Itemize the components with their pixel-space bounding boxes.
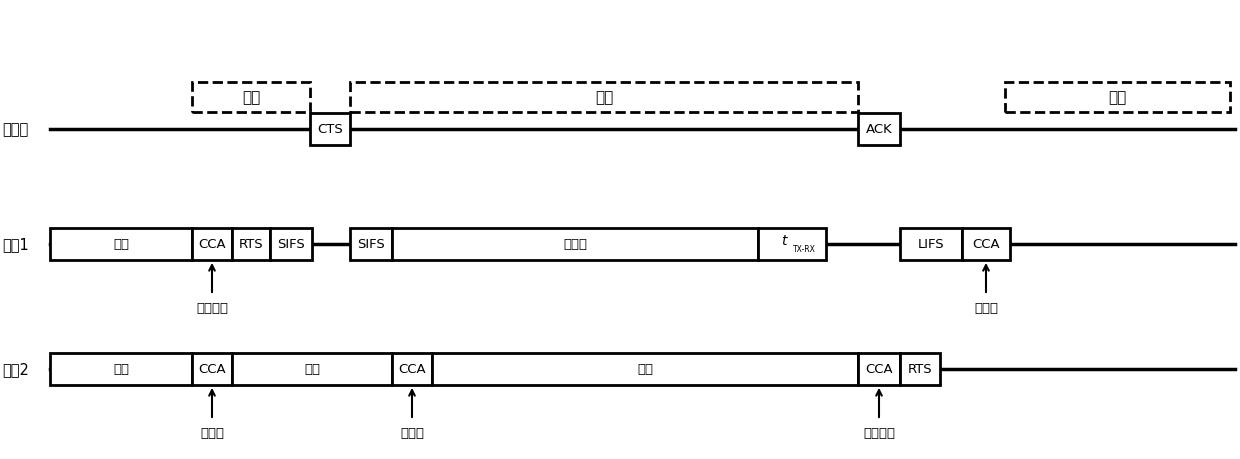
- FancyBboxPatch shape: [858, 353, 900, 385]
- Text: 用户2: 用户2: [2, 362, 29, 377]
- Text: CCA: CCA: [972, 238, 999, 251]
- FancyBboxPatch shape: [962, 229, 1011, 260]
- Text: RTS: RTS: [908, 363, 932, 375]
- FancyBboxPatch shape: [392, 229, 758, 260]
- FancyBboxPatch shape: [1004, 83, 1230, 113]
- Text: 信道忙: 信道忙: [200, 426, 224, 439]
- FancyBboxPatch shape: [50, 229, 192, 260]
- Text: SIFS: SIFS: [277, 238, 305, 251]
- FancyBboxPatch shape: [900, 353, 940, 385]
- Text: CCA: CCA: [866, 363, 893, 375]
- FancyBboxPatch shape: [758, 229, 826, 260]
- Text: 退避: 退避: [637, 363, 653, 375]
- Text: 信道忙: 信道忙: [973, 302, 998, 314]
- Text: SIFS: SIFS: [357, 238, 384, 251]
- Text: LIFS: LIFS: [918, 238, 945, 251]
- Text: 退避: 退避: [113, 238, 129, 251]
- FancyBboxPatch shape: [392, 353, 432, 385]
- Text: 信道忙: 信道忙: [401, 426, 424, 439]
- Text: 信道空闲: 信道空闲: [863, 426, 895, 439]
- Text: TX-RX: TX-RX: [792, 245, 816, 253]
- Text: 用户1: 用户1: [2, 237, 29, 252]
- Text: CCA: CCA: [198, 363, 226, 375]
- FancyBboxPatch shape: [310, 114, 350, 146]
- FancyBboxPatch shape: [192, 353, 232, 385]
- FancyBboxPatch shape: [350, 229, 392, 260]
- Text: 忠音: 忠音: [242, 90, 260, 105]
- Text: RTS: RTS: [238, 238, 263, 251]
- FancyBboxPatch shape: [232, 229, 270, 260]
- FancyBboxPatch shape: [232, 353, 392, 385]
- FancyBboxPatch shape: [192, 229, 232, 260]
- Text: CTS: CTS: [317, 123, 343, 136]
- FancyBboxPatch shape: [432, 353, 858, 385]
- Text: CCA: CCA: [198, 238, 226, 251]
- Text: 信道空闲: 信道空闲: [196, 302, 228, 314]
- Text: 退避: 退避: [113, 363, 129, 375]
- Text: CCA: CCA: [398, 363, 425, 375]
- Text: ACK: ACK: [866, 123, 893, 136]
- FancyBboxPatch shape: [270, 229, 312, 260]
- Text: 退避: 退避: [304, 363, 320, 375]
- Text: 忠音: 忠音: [1109, 90, 1127, 105]
- Text: 接入点: 接入点: [2, 122, 29, 137]
- Text: 忠音: 忠音: [595, 90, 613, 105]
- FancyBboxPatch shape: [350, 83, 858, 113]
- FancyBboxPatch shape: [192, 83, 310, 113]
- Text: t: t: [781, 234, 786, 248]
- FancyBboxPatch shape: [50, 353, 192, 385]
- FancyBboxPatch shape: [900, 229, 962, 260]
- Text: 数据帧: 数据帧: [563, 238, 587, 251]
- FancyBboxPatch shape: [858, 114, 900, 146]
